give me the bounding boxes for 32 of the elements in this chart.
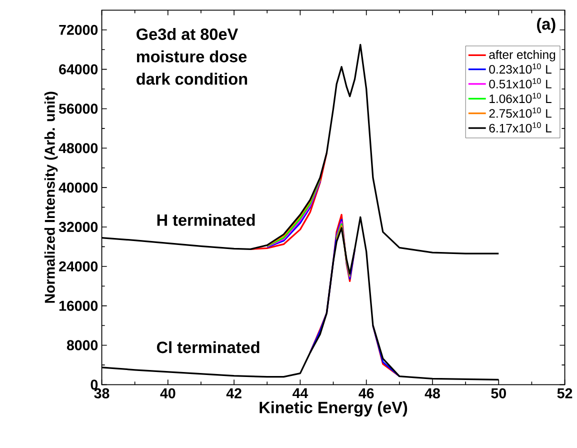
x-tick-label: 48	[424, 388, 440, 398]
y-tick-label: 72000	[59, 24, 98, 36]
x-tick-label: 42	[226, 388, 242, 398]
x-tick-label: 50	[491, 388, 506, 398]
y-tick-label: 56000	[58, 104, 98, 114]
y-tick-label: 64000	[59, 64, 98, 74]
annotation: moisture dose	[136, 50, 247, 62]
annotation: H terminated	[157, 214, 255, 226]
annotation: Cl terminated	[156, 341, 260, 354]
legend-label: 0.23x10$^{10}$ L	[489, 64, 552, 74]
x-tick-label: 46	[358, 388, 374, 398]
x-tick-label: 40	[160, 388, 176, 398]
legend-label: 2.75x10$^{10}$ L	[489, 108, 552, 118]
y-tick-label: 24000	[59, 261, 98, 272]
annotation: Ge3d at 80eV	[136, 28, 238, 40]
x-axis-title: Kinetic Energy (eV)	[260, 401, 408, 417]
y-tick-label: 48000	[58, 143, 98, 154]
x-tick-label: 52	[557, 388, 572, 398]
y-tick-label: 16000	[59, 300, 98, 311]
legend-label: 1.06x10$^{10}$ L	[490, 92, 552, 104]
x-tick-label: 44	[292, 388, 308, 398]
legend-label: 6.17x10$^{10}$ L	[489, 122, 552, 133]
legend-label: 0.51x10$^{10}$ L	[489, 78, 552, 89]
y-tick-label: 0	[90, 380, 98, 390]
y-tick-label: 40000	[58, 182, 98, 193]
y-tick-label: 8000	[66, 340, 98, 350]
x-tick-label: 38	[94, 388, 110, 398]
y-tick-label: 32000	[58, 222, 98, 232]
y-axis-title: Normalized Intensity (Arb. unit)	[44, 92, 58, 303]
annotation: (a)	[537, 18, 556, 34]
annotation: dark condition	[136, 72, 248, 85]
legend-label: after etching	[489, 50, 556, 62]
